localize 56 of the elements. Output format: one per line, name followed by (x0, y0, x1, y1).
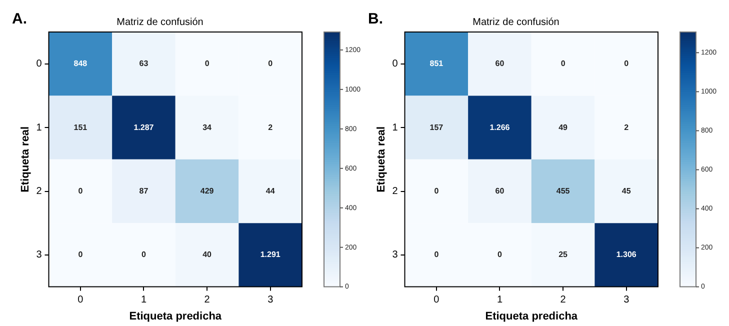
data-label: 40 (202, 250, 212, 260)
data-label: 60 (495, 186, 505, 196)
data-label: 63 (139, 59, 149, 68)
y-axis-title: Etiqueta real (20, 126, 32, 192)
y-tick-label: 0 (36, 58, 42, 70)
data-label: 45 (622, 186, 632, 196)
data-label: 0 (434, 186, 440, 196)
data-label: 1.306 (616, 250, 637, 260)
x-tick-label: 0 (434, 294, 440, 306)
x-tick-label: 3 (268, 294, 274, 306)
data-label: 0 (434, 250, 440, 260)
data-label: 848 (74, 59, 88, 68)
text: A. (12, 10, 27, 28)
y-tick-label: 3 (36, 250, 42, 261)
data-label: 0 (142, 250, 146, 260)
x-tick-label: 2 (204, 294, 210, 306)
data-label: 49 (558, 122, 568, 132)
data-label: 25 (558, 250, 568, 260)
data-label: 34 (202, 122, 212, 132)
data-label: 1.266 (490, 122, 510, 132)
x-tick-label: 2 (560, 294, 566, 306)
data-label: 2 (268, 122, 274, 132)
y-tick-label: 1 (36, 122, 42, 134)
data-label: 151 (74, 122, 88, 132)
x-tick-label: 0 (78, 294, 84, 306)
data-label: 1.287 (134, 122, 154, 132)
data-label: 2 (624, 122, 630, 132)
data-label: 429 (200, 186, 214, 196)
data-label: 157 (430, 122, 444, 132)
data-label: 0 (78, 186, 84, 196)
y-axis-title: Etiqueta real (376, 126, 388, 192)
x-tick-label: 1 (496, 294, 503, 306)
text: B. (368, 10, 383, 28)
data-label: 0 (78, 250, 84, 260)
x-tick-label: 3 (624, 294, 630, 306)
data-label: 0 (268, 59, 274, 68)
x-axis-title: Etiqueta predicha (485, 310, 578, 322)
y-tick-label: 0 (392, 58, 398, 70)
y-tick-label: 2 (392, 186, 398, 197)
data-label: 0 (624, 59, 630, 68)
data-label: 0 (560, 59, 566, 68)
data-label: 0 (204, 59, 210, 68)
y-tick-label: 1 (392, 122, 398, 134)
data-label: 60 (495, 59, 505, 68)
data-label: 1.291 (260, 250, 281, 260)
x-tick-label: 1 (140, 294, 147, 306)
x-axis-title: Etiqueta predicha (129, 310, 222, 322)
y-tick-label: 3 (392, 250, 398, 261)
data-label: 455 (556, 186, 570, 196)
chart-title: Matriz de confusión (116, 16, 204, 28)
chart-title: Matriz de confusión (472, 16, 560, 28)
data-label: 87 (139, 186, 149, 196)
data-label: 44 (266, 186, 276, 196)
y-tick-label: 2 (36, 186, 42, 197)
data-label: 0 (498, 250, 502, 260)
data-label: 851 (430, 59, 444, 68)
